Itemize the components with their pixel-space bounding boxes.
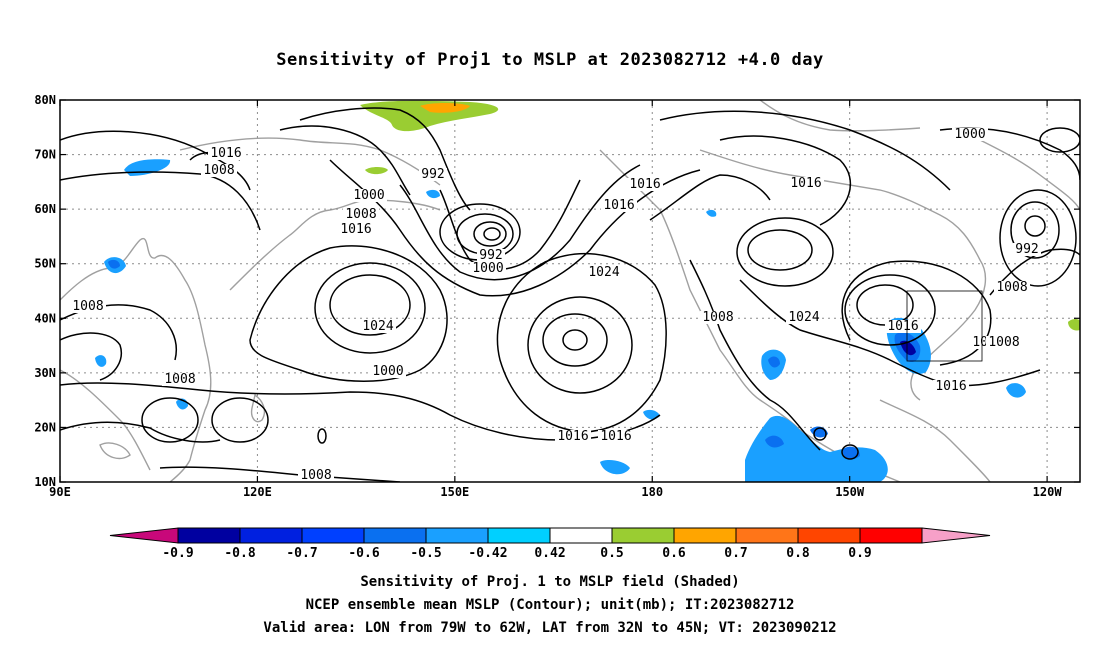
contour-label: 1000 [372, 364, 403, 379]
contour-label: 1016 [340, 222, 371, 237]
colorbar-label: 0.8 [786, 546, 810, 561]
caption-valid-area: Valid area: LON from 79W to 62W, LAT fro… [263, 620, 837, 636]
y-tick-label: 10N [34, 475, 56, 489]
negative-patch-bering [426, 189, 440, 199]
caption-contour: NCEP ensemble mean MSLP (Contour); unit(… [305, 597, 795, 613]
colorbar-swatch [549, 527, 613, 544]
colorbar-swatch [239, 527, 303, 544]
colorbar-swatch [177, 527, 241, 544]
contour-label: 1016 [600, 429, 631, 444]
contour-label: 992 [1015, 242, 1038, 257]
colorbar-swatch [487, 527, 551, 544]
contour-label: 1016 [790, 176, 821, 191]
colorbar-swatch [859, 527, 923, 544]
y-tick-label: 20N [34, 420, 56, 434]
contour-label: 1008 [996, 280, 1027, 295]
colorbar-label: -0.42 [468, 546, 507, 561]
x-tick-label: 150W [835, 485, 865, 499]
contour-label: 1024 [362, 319, 393, 334]
contour-label: 1008 [988, 335, 1019, 350]
contour-label: 1008 [164, 372, 195, 387]
colorbar-swatch [611, 527, 675, 544]
x-tick-label: 120W [1033, 485, 1063, 499]
coastlines [60, 100, 1080, 482]
contour-label: 1008 [72, 299, 103, 314]
negative-patch-asia-core [108, 259, 120, 269]
contour-label: 992 [421, 167, 444, 182]
colorbar-high-extend [921, 527, 991, 544]
negative-patch-mexico-core [768, 356, 780, 368]
y-axis: 10N 20N 30N 40N 50N 60N 70N 80N [34, 93, 1080, 489]
y-tick-label: 70N [34, 148, 56, 162]
colorbar-swatch [735, 527, 799, 544]
contour-label: 1008 [203, 163, 234, 178]
contour-label: 1024 [588, 265, 619, 280]
y-tick-label: 50N [34, 257, 56, 271]
y-tick-label: 40N [34, 311, 56, 325]
y-tick-label: 30N [34, 366, 56, 380]
contour-label: 1016 [935, 379, 966, 394]
colorbar-label: 0.7 [724, 546, 747, 561]
colorbar: -0.9 -0.8 -0.7 -0.6 -0.5 -0.42 0.42 0.5 0.6 0.7 0.… [109, 527, 991, 561]
colorbar-swatch [673, 527, 737, 544]
positive-patch-east [1068, 319, 1080, 331]
colorbar-low-extend [109, 527, 179, 544]
colorbar-label: 0.42 [534, 546, 565, 561]
caption-shaded: Sensitivity of Proj. 1 to MSLP field (Sh… [360, 574, 740, 590]
contour-label: 1008 [345, 207, 376, 222]
negative-patch-east-atlantic [1006, 383, 1026, 398]
negative-patch-atlantic-core [900, 340, 916, 356]
contour-label: 1008 [300, 468, 331, 483]
x-tick-label: 90E [49, 485, 71, 499]
colorbar-swatch [301, 527, 365, 544]
colorbar-swatch [797, 527, 861, 544]
x-axis: 90E120E150E180150W120W90W60W [49, 100, 1063, 499]
colorbar-label: -0.5 [410, 546, 441, 561]
contour-label: 992 [479, 248, 502, 263]
map-border [59, 99, 1081, 483]
contour-label: 1016 [887, 319, 918, 334]
negative-patch-tropics [600, 460, 630, 475]
colorbar-label: -0.6 [348, 546, 379, 561]
figure-title: Sensitivity of Proj1 to MSLP at 20230827… [276, 50, 824, 70]
colorbar-label: 0.5 [600, 546, 623, 561]
colorbar-label: 0.9 [848, 546, 871, 561]
contour-label: 1016 [603, 198, 634, 213]
contour-label: 1000 [472, 261, 503, 276]
colorbar-label: -0.9 [162, 546, 193, 561]
colorbar-label: -0.8 [224, 546, 255, 561]
negative-patch-sw [95, 355, 107, 367]
contour-label: 1000 [353, 188, 384, 203]
colorbar-label: 0.6 [662, 546, 686, 561]
x-tick-label: 180 [641, 485, 663, 499]
positive-patch-small [365, 167, 388, 175]
negative-patch-dot [706, 209, 717, 217]
colorbar-swatch [425, 527, 489, 544]
colorbar-swatch [363, 527, 427, 544]
contour-label: 1016 [629, 177, 660, 192]
x-tick-label: 150E [440, 485, 469, 499]
contour-label: 1008 [702, 310, 733, 325]
contour-label: 1024 [788, 310, 819, 325]
negative-patch-central-america [745, 415, 888, 482]
contour-label: 1016 [210, 146, 241, 161]
contour-label: 1016 [557, 429, 588, 444]
negative-patch-ca-core [765, 435, 784, 448]
y-tick-label: 80N [34, 93, 56, 107]
colorbar-label: -0.7 [286, 546, 317, 561]
positive-patch-arctic-core [420, 103, 470, 113]
valid-area-box [906, 290, 983, 362]
x-tick-label: 120E [243, 485, 272, 499]
y-tick-label: 60N [34, 202, 56, 216]
contour-label: 1000 [954, 127, 985, 142]
